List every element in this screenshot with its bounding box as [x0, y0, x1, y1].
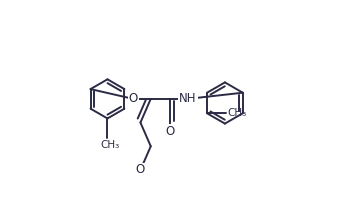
- Text: CH₃: CH₃: [100, 140, 119, 150]
- Text: NH: NH: [179, 92, 197, 105]
- Text: O: O: [136, 163, 145, 177]
- Text: O: O: [166, 125, 175, 138]
- Text: CH₃: CH₃: [228, 108, 247, 118]
- Text: O: O: [128, 92, 138, 105]
